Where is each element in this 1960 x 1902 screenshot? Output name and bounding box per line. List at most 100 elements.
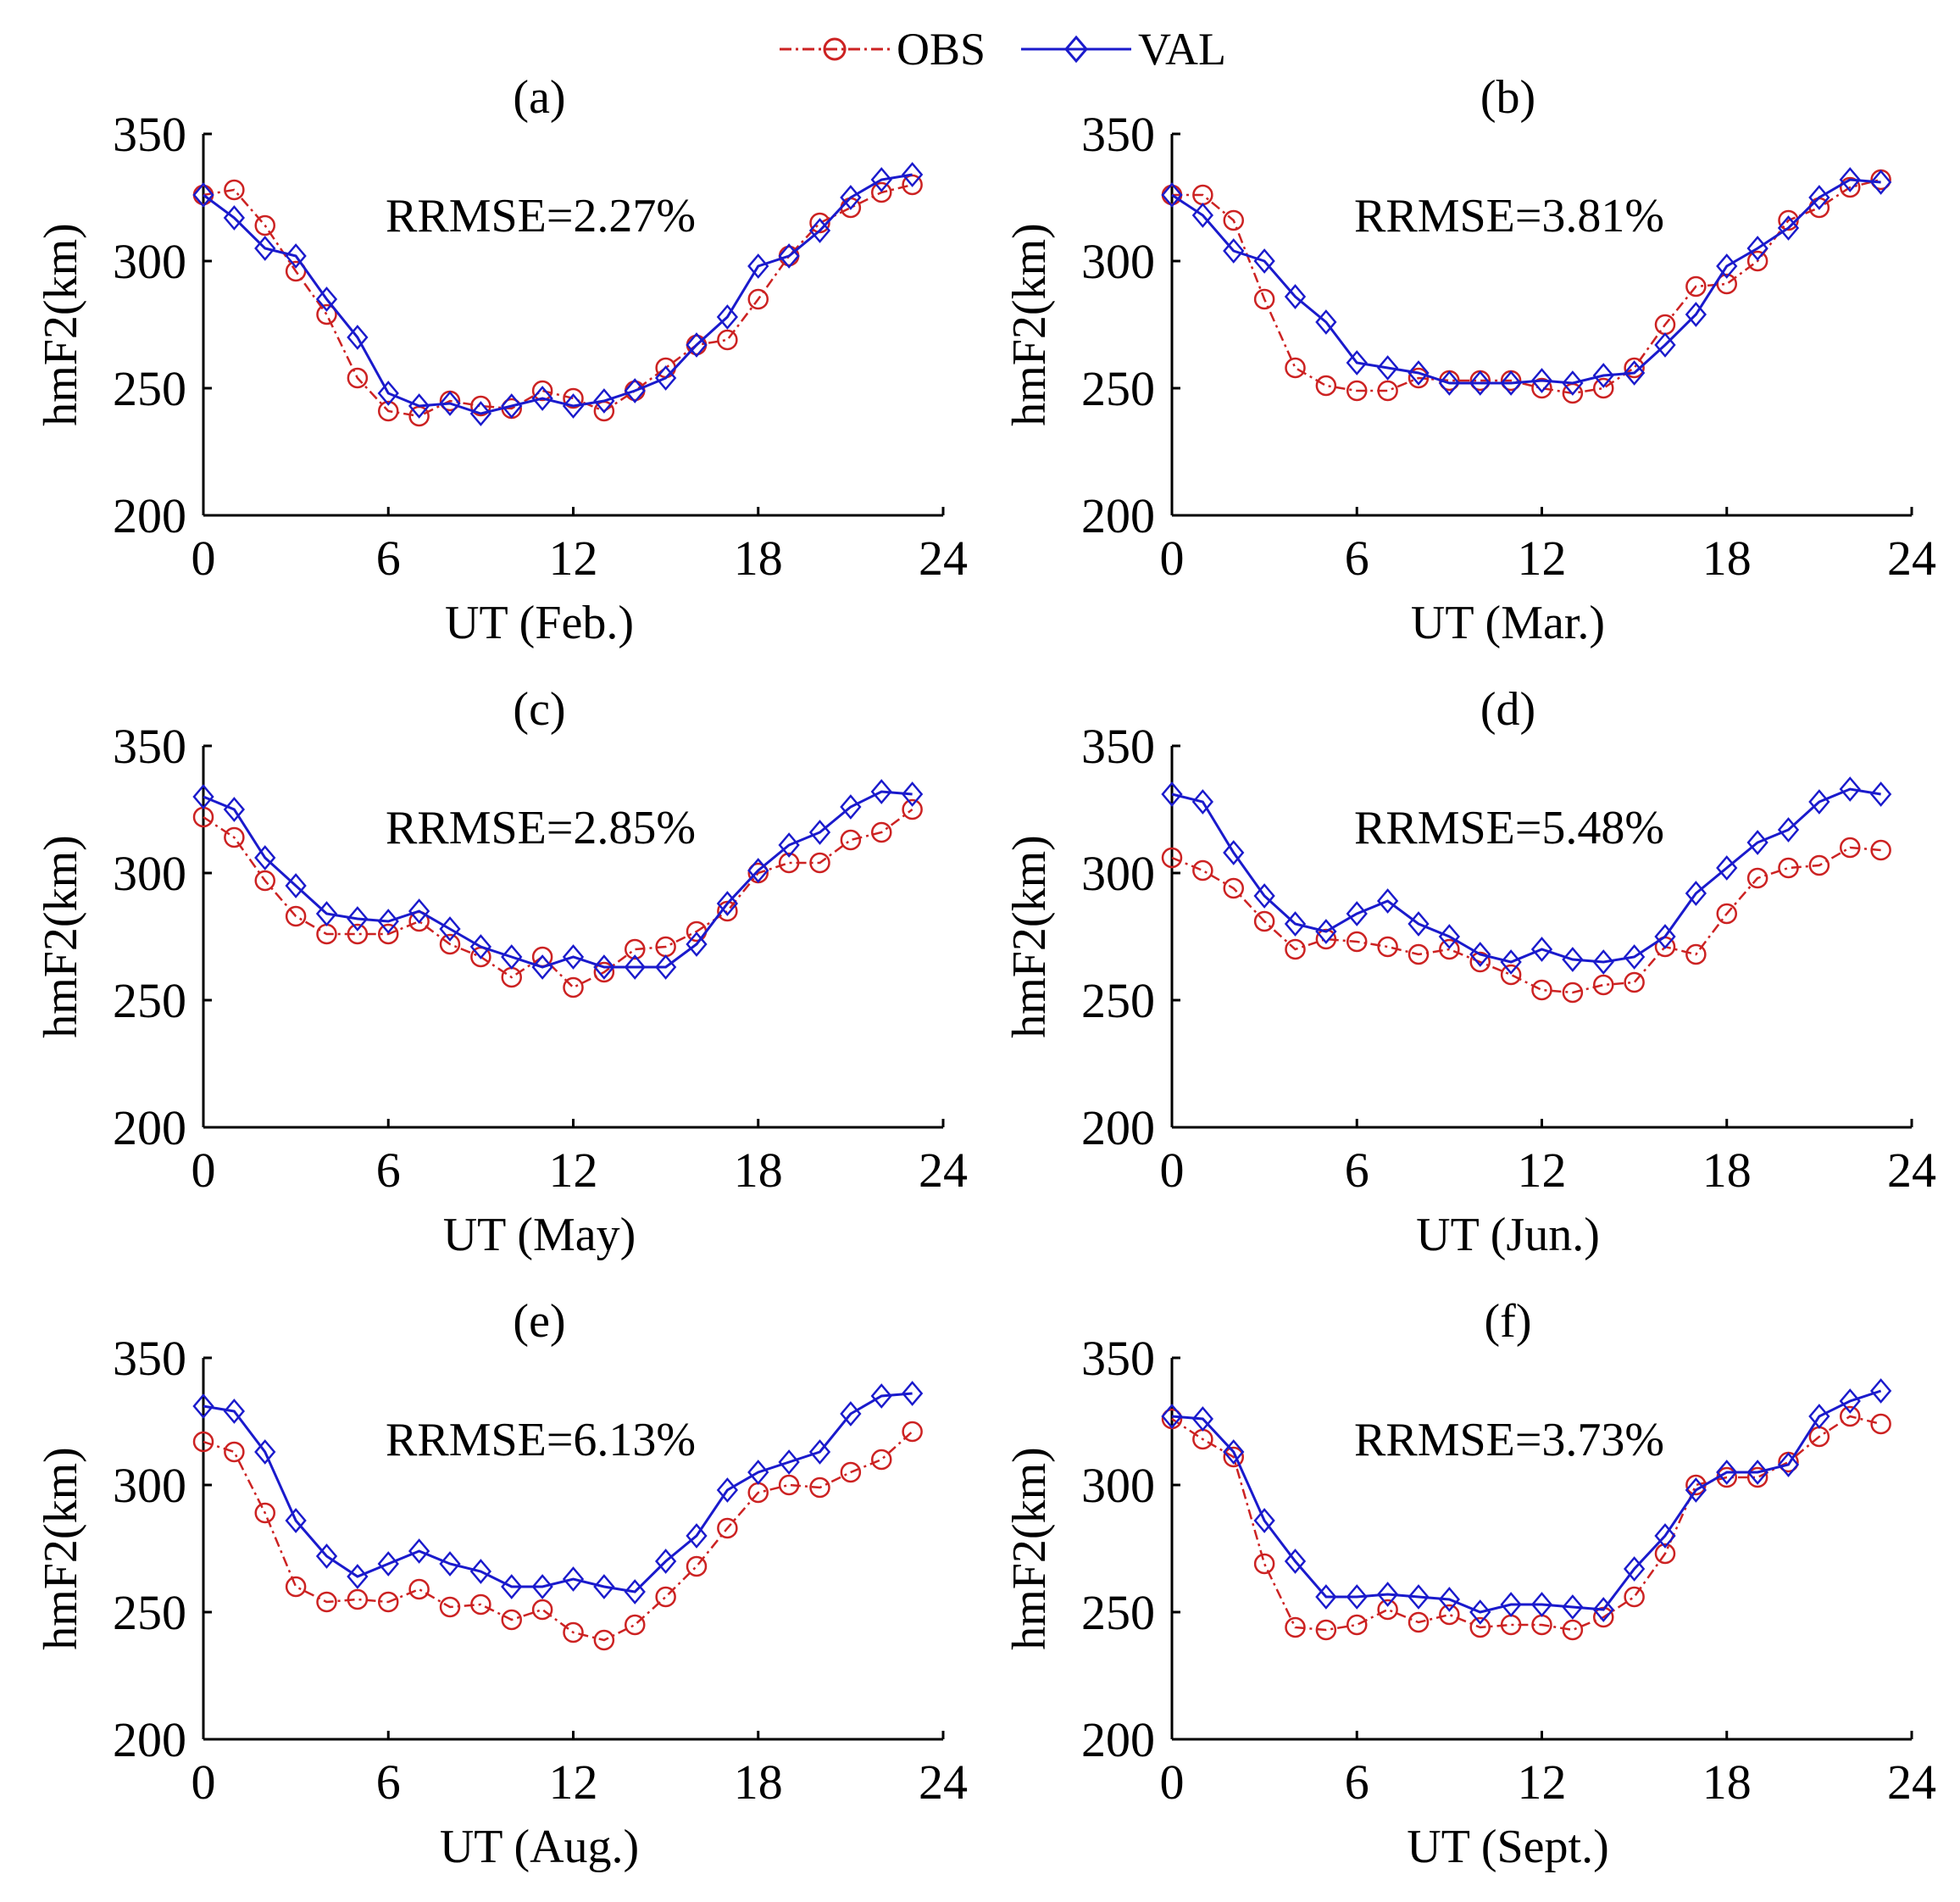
obs-point	[1223, 209, 1244, 231]
val-point	[808, 1439, 831, 1465]
val-point	[408, 393, 430, 419]
val-point	[840, 794, 862, 820]
val-point	[716, 891, 739, 916]
obs-point	[1840, 837, 1861, 859]
rrmse-annotation: RRMSE=6.13%	[386, 1414, 696, 1466]
chart-panel-a: 0 6 12 18 24 200 250 300 350 (a) UT (Feb.) hmF2(km)…	[35, 71, 968, 649]
val-point	[1869, 1378, 1892, 1404]
obs-point	[501, 1609, 522, 1631]
val-point	[747, 253, 769, 279]
y-tick-label: 300	[113, 846, 186, 901]
rrmse-annotation: RRMSE=5.48%	[1354, 802, 1664, 854]
obs-point	[316, 303, 337, 325]
val-point	[901, 1381, 924, 1406]
obs-point	[1408, 1611, 1430, 1633]
val-point	[223, 1399, 246, 1424]
val-point	[1253, 1508, 1275, 1533]
chart-panel-d: 0 6 12 18 24 200 250 300 350 (d) UT (Jun.) hmF2(km)…	[1003, 683, 1936, 1261]
obs-point	[778, 852, 800, 874]
obs-point	[1377, 936, 1398, 958]
val-point	[223, 205, 246, 231]
val-point	[686, 332, 708, 358]
val-point	[1562, 1594, 1584, 1620]
x-tick-label: 6	[376, 1143, 401, 1198]
val-point	[408, 1538, 430, 1564]
obs-point	[378, 1591, 399, 1613]
y-tick-label: 300	[1081, 234, 1155, 289]
val-point	[1592, 949, 1614, 975]
val-point	[531, 386, 553, 411]
obs-point	[840, 1461, 862, 1483]
y-axis-label: hmF2(km)	[35, 1447, 87, 1650]
val-point	[192, 182, 214, 208]
series-val-line	[1171, 1389, 1882, 1614]
val-point	[1284, 1549, 1307, 1574]
y-tick-label: 300	[1081, 846, 1155, 901]
val-point	[747, 858, 769, 883]
val-point	[624, 378, 646, 403]
val-point	[1315, 919, 1337, 944]
val-point	[808, 820, 831, 845]
val-point	[1191, 1406, 1214, 1432]
obs-point	[347, 367, 369, 389]
obs-point	[1778, 857, 1799, 879]
val-point	[1315, 1584, 1337, 1610]
val-point	[1530, 937, 1553, 962]
obs-point	[1870, 1413, 1891, 1435]
val-point	[408, 898, 430, 924]
y-tick-label: 250	[113, 1585, 186, 1640]
val-point	[593, 388, 615, 414]
y-axis-label: hmF2(km)	[1003, 835, 1056, 1038]
obs-point	[809, 1477, 830, 1499]
y-tick-label: 350	[1081, 107, 1155, 162]
obs-point	[1593, 974, 1614, 996]
x-tick-label: 18	[1702, 1755, 1752, 1810]
val-point	[254, 845, 276, 870]
obs-point	[1500, 964, 1522, 986]
obs-point	[1161, 847, 1183, 869]
obs-point	[1346, 1614, 1368, 1636]
y-axis-label: hmF2(km)	[35, 223, 87, 426]
obs-point	[1624, 357, 1645, 379]
val-point	[1530, 1592, 1553, 1617]
val-point	[1161, 182, 1183, 208]
obs-point	[347, 1588, 369, 1610]
obs-point	[593, 961, 615, 983]
y-tick-label: 200	[113, 1712, 186, 1767]
obs-point	[285, 905, 307, 927]
obs-point	[1716, 903, 1737, 925]
val-point	[439, 916, 461, 942]
val-point	[1654, 332, 1676, 358]
val-point	[1284, 911, 1307, 937]
y-tick-label: 250	[1081, 973, 1155, 1028]
chart-panel-c: 0 6 12 18 24 200 250 300 350 (c) UT (May) hmF2(km) R…	[35, 683, 968, 1261]
obs-point	[1593, 377, 1614, 399]
val-point	[1408, 911, 1430, 937]
legend-val-marker	[1064, 35, 1088, 64]
obs-point	[470, 1593, 491, 1616]
val-point	[1469, 942, 1491, 967]
obs-point	[1377, 1599, 1398, 1621]
x-axis-label: UT (Jun.)	[1416, 1209, 1600, 1261]
obs-point	[1531, 377, 1552, 399]
obs-point	[1223, 1446, 1244, 1468]
obs-point	[1531, 979, 1552, 1001]
val-point	[1438, 1587, 1461, 1612]
val-point	[1685, 1477, 1707, 1503]
val-point	[1408, 360, 1430, 386]
val-point	[1746, 830, 1768, 855]
val-point	[562, 393, 585, 419]
val-point	[840, 185, 862, 210]
x-tick-label: 6	[1345, 1755, 1369, 1810]
val-point	[901, 162, 924, 187]
val-point	[1346, 901, 1368, 926]
x-tick-label: 18	[734, 1755, 783, 1810]
obs-point	[378, 923, 399, 945]
val-point	[1808, 1404, 1830, 1429]
val-point	[1469, 1599, 1491, 1625]
obs-point	[1716, 273, 1737, 295]
obs-point	[439, 1596, 461, 1618]
obs-point	[1192, 859, 1213, 881]
x-tick-label: 6	[376, 1755, 401, 1810]
obs-point	[347, 923, 369, 945]
